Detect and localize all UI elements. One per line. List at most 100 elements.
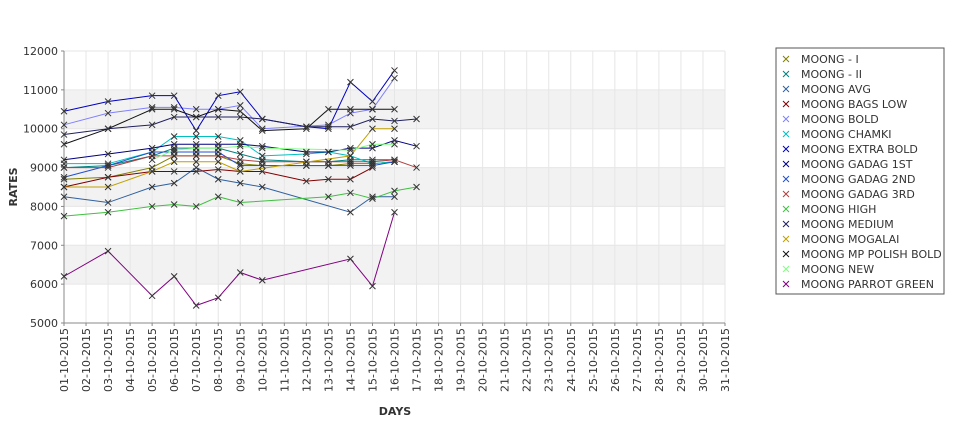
- series-line-4: [63, 77, 395, 130]
- legend-marker: [782, 145, 790, 153]
- data-point: [60, 107, 68, 115]
- data-point: [170, 103, 178, 111]
- x-tick-label: 18-10-2015: [433, 328, 446, 392]
- legend-entry: MOONG PARROT GREEN: [801, 278, 934, 291]
- data-point: [236, 107, 244, 115]
- legend-entry: MOONG MEDIUM: [801, 218, 894, 231]
- data-point: [192, 168, 200, 175]
- data-point: [236, 199, 244, 206]
- data-point: [413, 164, 420, 171]
- data-point: [60, 156, 68, 164]
- data-point: [391, 158, 398, 166]
- y-tick-labels: 5000 6000 7000 8000 9000 10000 11000 12000: [23, 45, 64, 330]
- data-point: [192, 105, 200, 113]
- data-point: [258, 276, 266, 284]
- data-point: [347, 144, 354, 152]
- data-point: [214, 175, 222, 183]
- data-point: [369, 115, 376, 123]
- data-point: [170, 179, 178, 187]
- data-point: [236, 102, 244, 109]
- data-point: [258, 183, 266, 191]
- legend-entry: MOONG MP POLISH BOLD: [801, 248, 942, 261]
- data-point: [325, 158, 332, 166]
- x-tick-label: 11-10-2015: [278, 328, 291, 392]
- data-point: [303, 177, 310, 185]
- data-point: [391, 140, 398, 148]
- data-point: [347, 158, 354, 166]
- data-point: [148, 121, 156, 129]
- data-point: [192, 302, 200, 309]
- x-tick-label: 28-10-2015: [653, 328, 666, 392]
- data-point: [258, 168, 266, 175]
- data-point: [369, 98, 376, 105]
- data-point: [214, 294, 222, 302]
- data-point: [325, 105, 332, 113]
- legend-marker: [782, 55, 790, 63]
- data-point: [148, 92, 156, 100]
- data-point: [347, 146, 354, 154]
- data-point: [170, 168, 178, 175]
- legend-entry: MOONG AVG: [801, 83, 871, 96]
- legend-entry: MOONG GADAG 3RD: [801, 188, 915, 201]
- data-point: [325, 193, 332, 201]
- data-point: [236, 88, 244, 96]
- x-tick-label: 10-10-2015: [256, 328, 269, 392]
- x-tick-labels: 01-10-2015 02-10-2015 03-10-2015 04-10-2015…: [58, 323, 732, 392]
- legend-marker: [782, 265, 790, 273]
- x-tick-label: 05-10-2015: [146, 328, 159, 392]
- x-tick-label: 29-10-2015: [675, 328, 688, 392]
- data-point: [391, 67, 398, 74]
- series-line-10: [63, 186, 417, 217]
- x-tick-label: 01-10-2015: [58, 328, 71, 392]
- data-point: [170, 146, 178, 154]
- data-point: [258, 142, 266, 150]
- data-point: [303, 123, 310, 131]
- data-point: [214, 144, 222, 152]
- data-point: [192, 127, 200, 135]
- data-point: [303, 158, 310, 166]
- x-tick-label: 27-10-2015: [631, 328, 644, 392]
- data-point: [391, 125, 398, 133]
- data-point: [148, 156, 156, 164]
- legend-entry: MOONG MOGALAI: [801, 233, 899, 246]
- data-point: [170, 158, 178, 166]
- series-markers: [60, 67, 420, 309]
- data-point: [258, 158, 266, 166]
- data-point: [391, 193, 398, 201]
- data-point: [236, 168, 244, 175]
- x-tick-label: 19-10-2015: [455, 328, 468, 392]
- x-tick-label: 20-10-2015: [477, 328, 490, 392]
- data-point: [60, 175, 68, 183]
- x-tick-label: 21-10-2015: [499, 328, 512, 392]
- legend-marker: [782, 220, 790, 228]
- legend-entry: MOONG GADAG 2ND: [801, 173, 915, 186]
- data-point: [369, 140, 376, 148]
- data-point: [192, 158, 200, 166]
- data-point: [170, 273, 178, 280]
- data-point: [369, 158, 376, 166]
- data-point: [170, 140, 178, 148]
- series-line-12: [64, 128, 395, 188]
- x-tick-label: 23-10-2015: [543, 328, 556, 392]
- data-point: [148, 203, 156, 210]
- data-point: [214, 166, 222, 173]
- series-line-3: [63, 167, 373, 188]
- legend-marker: [782, 70, 790, 78]
- data-point: [60, 212, 68, 220]
- x-tick-label: 15-10-2015: [366, 328, 379, 392]
- legend-entry: MOONG GADAG 1ST: [801, 158, 913, 171]
- x-tick-label: 24-10-2015: [565, 328, 578, 392]
- series-line-11: [63, 116, 417, 136]
- data-point: [104, 109, 112, 117]
- legend-entry: MOONG - I: [801, 53, 859, 66]
- data-point: [214, 105, 222, 113]
- data-point: [148, 183, 156, 191]
- data-point: [214, 133, 222, 140]
- data-point: [170, 201, 178, 208]
- y-tick-label: 11000: [23, 84, 58, 97]
- x-tick-label: 06-10-2015: [168, 328, 181, 392]
- data-point: [60, 121, 68, 129]
- data-point: [236, 142, 244, 150]
- data-point: [104, 173, 112, 181]
